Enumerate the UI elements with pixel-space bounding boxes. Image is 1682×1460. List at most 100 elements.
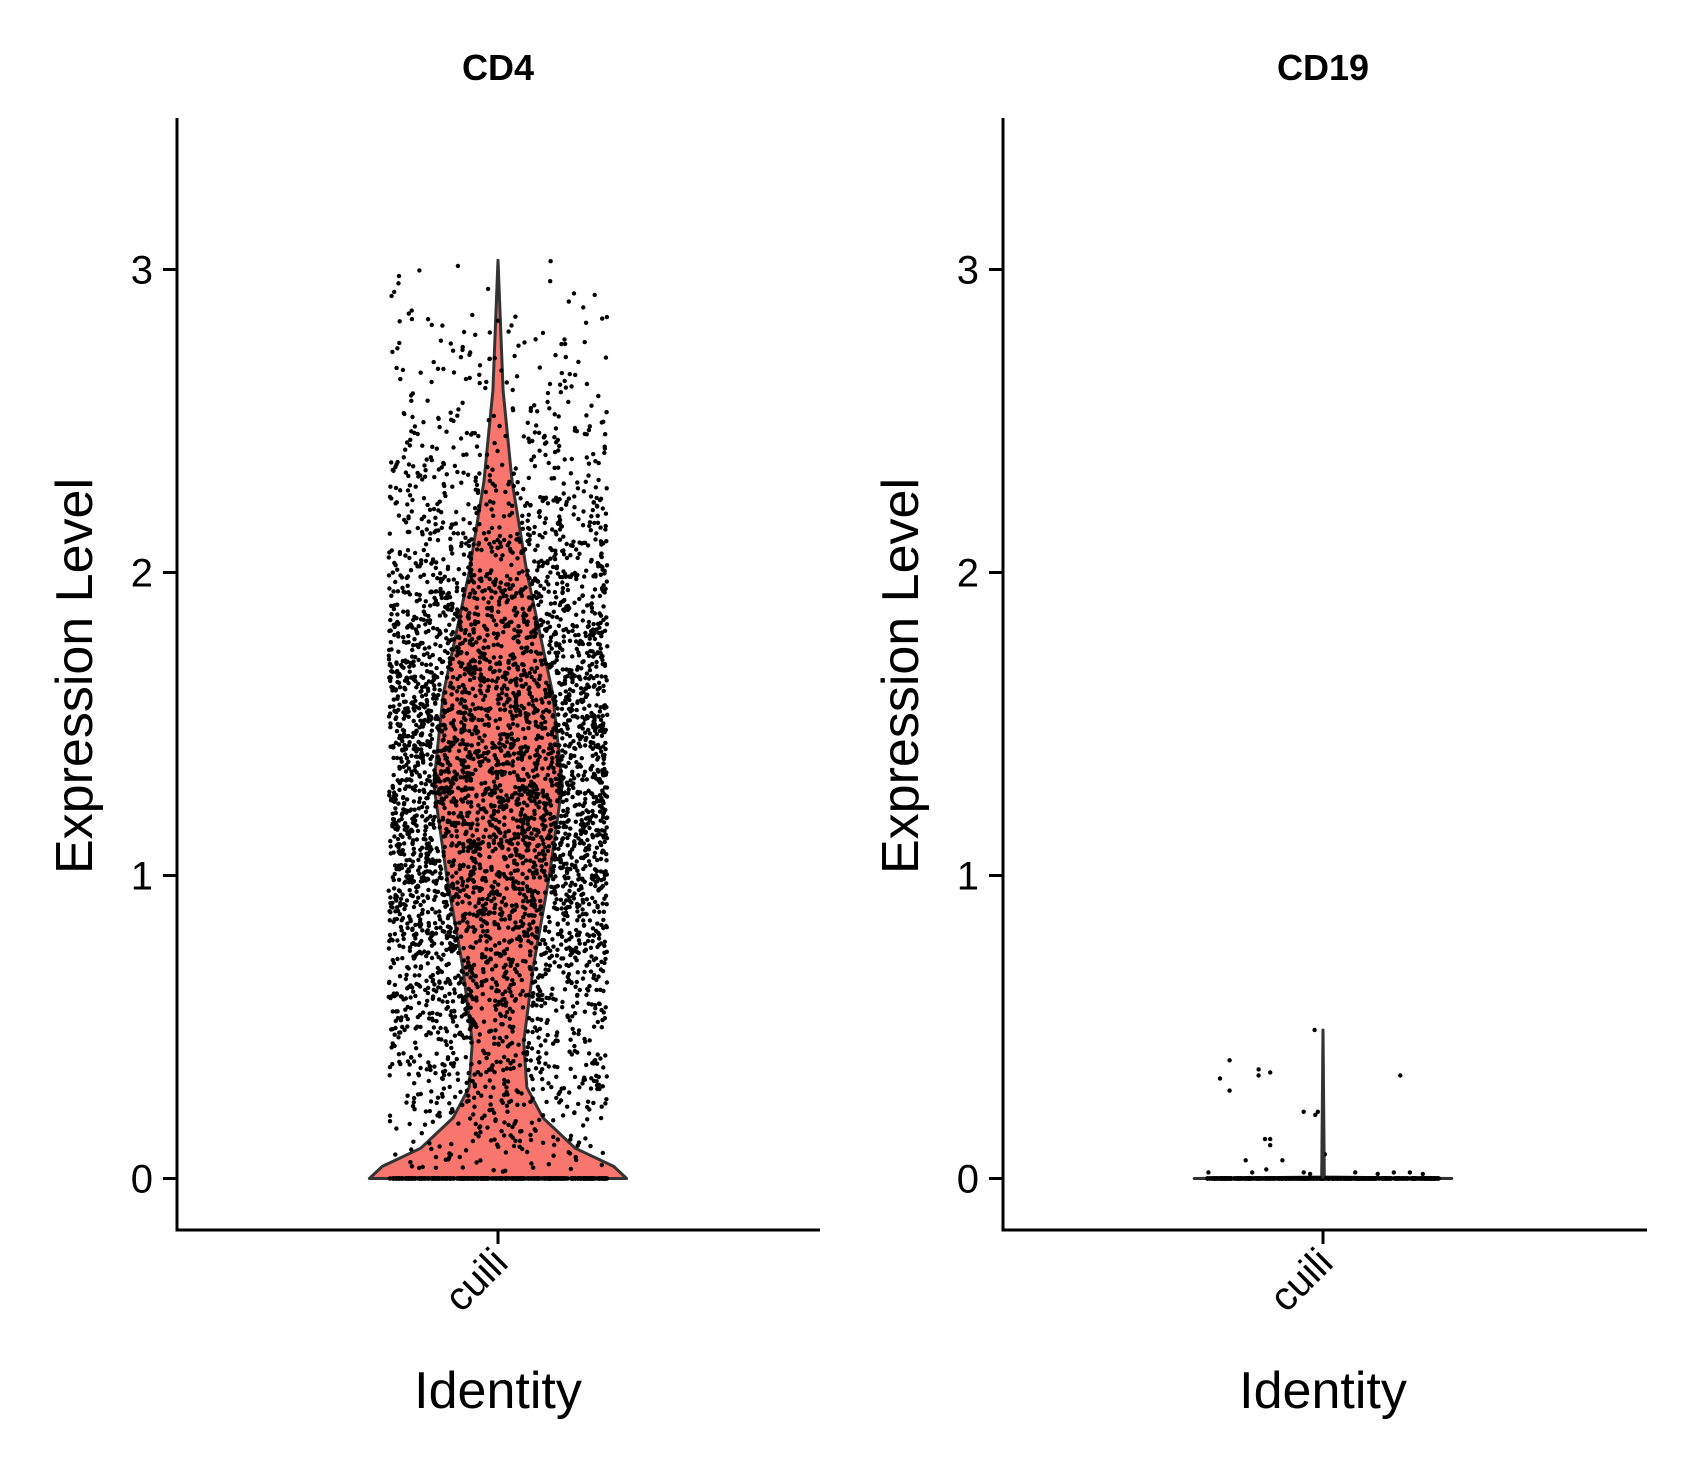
data-point xyxy=(593,883,598,889)
data-point xyxy=(492,669,497,674)
data-point xyxy=(515,773,520,778)
data-point xyxy=(591,734,596,740)
data-point xyxy=(592,909,597,914)
data-point xyxy=(528,953,533,958)
data-point xyxy=(438,586,443,592)
data-point xyxy=(580,660,585,665)
data-point xyxy=(433,800,438,806)
data-point xyxy=(505,1058,511,1063)
data-point xyxy=(502,874,508,879)
data-point xyxy=(419,747,424,752)
data-point xyxy=(482,679,487,684)
data-point xyxy=(451,718,456,723)
data-point xyxy=(568,755,573,761)
data-point xyxy=(461,863,466,869)
data-point xyxy=(465,754,470,759)
data-point xyxy=(508,837,513,842)
data-point xyxy=(576,1140,582,1145)
data-point xyxy=(572,600,577,605)
data-point xyxy=(467,641,473,646)
data-point xyxy=(430,1010,435,1016)
data-point xyxy=(464,452,469,457)
data-point xyxy=(591,451,596,457)
data-point xyxy=(588,1086,594,1091)
data-point xyxy=(426,628,431,634)
data-point xyxy=(558,768,563,774)
data-point xyxy=(604,1074,609,1079)
data-point xyxy=(410,647,415,653)
data-point xyxy=(475,749,480,754)
data-point xyxy=(525,635,531,640)
data-point xyxy=(392,994,397,999)
data-point xyxy=(556,465,561,470)
data-point xyxy=(489,864,494,870)
data-point xyxy=(460,347,465,353)
data-point xyxy=(398,376,403,382)
data-point xyxy=(587,1038,592,1043)
data-point xyxy=(563,750,568,755)
data-point xyxy=(559,524,565,529)
data-point xyxy=(502,1054,507,1060)
data-point xyxy=(439,592,444,598)
data-point xyxy=(520,1005,526,1010)
data-point xyxy=(560,667,565,672)
data-point xyxy=(458,775,463,780)
data-point xyxy=(556,623,562,628)
data-point xyxy=(404,784,409,789)
data-point xyxy=(503,903,508,908)
data-point xyxy=(552,889,558,894)
data-point xyxy=(477,846,483,851)
data-point xyxy=(405,808,410,814)
data-point xyxy=(597,1082,602,1088)
data-point xyxy=(561,911,566,916)
data-point xyxy=(436,416,441,421)
data-point xyxy=(415,1014,421,1020)
data-point xyxy=(435,1011,440,1016)
data-point xyxy=(498,557,504,562)
data-point xyxy=(410,859,415,864)
data-point xyxy=(413,731,418,736)
data-point xyxy=(477,380,482,386)
data-point xyxy=(514,374,520,379)
data-point xyxy=(590,763,595,769)
data-point xyxy=(467,728,472,734)
data-point xyxy=(432,595,437,600)
data-point xyxy=(454,799,459,804)
data-point xyxy=(469,1040,474,1045)
data-point xyxy=(548,777,553,782)
data-point xyxy=(528,405,534,411)
data-point xyxy=(587,818,593,823)
data-point xyxy=(429,1146,434,1152)
data-point xyxy=(393,806,398,811)
data-point xyxy=(422,717,428,723)
data-point xyxy=(572,947,578,952)
data-point xyxy=(460,899,465,905)
data-point xyxy=(445,564,451,569)
data-point xyxy=(492,355,497,361)
data-point xyxy=(549,884,554,889)
data-point xyxy=(518,629,523,634)
data-point xyxy=(526,1067,531,1073)
data-point xyxy=(434,1100,439,1106)
data-point xyxy=(459,697,464,702)
data-point xyxy=(599,1007,604,1013)
data-point xyxy=(564,541,569,547)
data-point xyxy=(468,556,474,562)
data-point xyxy=(423,468,428,473)
data-point xyxy=(562,341,568,347)
data-point xyxy=(420,907,425,913)
data-point xyxy=(446,607,451,612)
data-point xyxy=(556,414,561,419)
data-point xyxy=(562,457,567,462)
data-point xyxy=(416,1000,422,1006)
data-point xyxy=(594,987,599,993)
data-point xyxy=(494,762,499,768)
data-point xyxy=(543,941,548,947)
data-point xyxy=(432,1064,437,1069)
data-point xyxy=(510,406,515,411)
data-point xyxy=(493,1176,498,1181)
data-point xyxy=(486,934,491,939)
data-point xyxy=(502,917,508,922)
data-point xyxy=(477,372,482,377)
data-point xyxy=(535,975,541,980)
